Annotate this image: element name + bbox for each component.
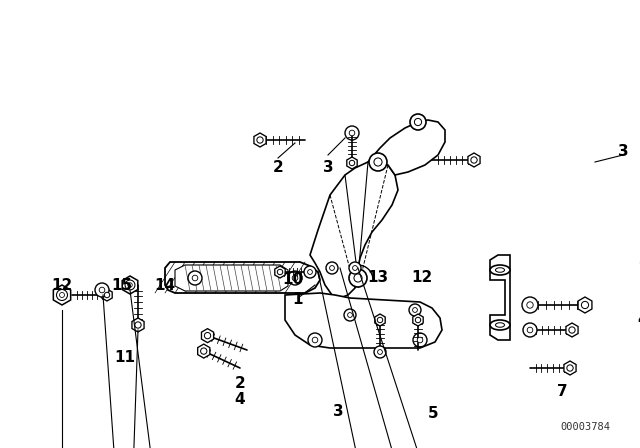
Circle shape [374, 346, 386, 358]
Ellipse shape [369, 153, 387, 171]
Polygon shape [53, 285, 70, 305]
Polygon shape [310, 162, 398, 298]
Circle shape [471, 157, 477, 163]
Text: 14: 14 [154, 277, 175, 293]
Circle shape [415, 317, 420, 323]
Text: 1: 1 [292, 293, 303, 307]
Circle shape [135, 322, 141, 328]
Circle shape [522, 297, 538, 313]
Polygon shape [254, 133, 266, 147]
Circle shape [378, 317, 383, 323]
Circle shape [413, 308, 417, 312]
Polygon shape [132, 318, 144, 332]
Circle shape [330, 266, 334, 271]
Circle shape [308, 333, 322, 347]
Ellipse shape [415, 118, 422, 125]
Polygon shape [468, 153, 480, 167]
Circle shape [56, 289, 67, 301]
Text: 2: 2 [273, 159, 284, 175]
Text: 3: 3 [333, 405, 343, 419]
Polygon shape [375, 314, 385, 326]
Ellipse shape [495, 268, 504, 272]
Polygon shape [285, 293, 442, 348]
Circle shape [349, 160, 355, 166]
Circle shape [409, 304, 421, 316]
Circle shape [128, 283, 132, 287]
Text: 5: 5 [428, 405, 438, 421]
Text: 4: 4 [637, 313, 640, 327]
Polygon shape [578, 297, 592, 313]
Circle shape [292, 275, 298, 281]
Circle shape [569, 327, 575, 333]
Ellipse shape [374, 158, 382, 166]
Polygon shape [566, 323, 578, 337]
Polygon shape [413, 314, 423, 326]
Ellipse shape [490, 265, 510, 275]
Text: 3: 3 [323, 159, 333, 175]
Polygon shape [202, 329, 214, 343]
Circle shape [349, 262, 361, 274]
Polygon shape [564, 361, 576, 375]
Circle shape [567, 365, 573, 371]
Polygon shape [175, 265, 288, 291]
Circle shape [417, 337, 423, 343]
Circle shape [523, 323, 537, 337]
Polygon shape [198, 344, 210, 358]
Polygon shape [490, 255, 510, 340]
Circle shape [304, 266, 316, 278]
Circle shape [349, 130, 355, 136]
Circle shape [413, 333, 427, 347]
Text: 2: 2 [235, 375, 245, 391]
Ellipse shape [495, 323, 504, 327]
Circle shape [345, 126, 359, 140]
Text: 00003784: 00003784 [560, 422, 610, 432]
Ellipse shape [490, 320, 510, 330]
Text: 11: 11 [115, 350, 136, 366]
Circle shape [192, 275, 198, 281]
Circle shape [99, 287, 105, 293]
Text: 15: 15 [111, 277, 132, 293]
Circle shape [344, 309, 356, 321]
Circle shape [125, 280, 135, 290]
Text: 3: 3 [618, 145, 628, 159]
Text: 13: 13 [367, 271, 388, 285]
Polygon shape [368, 120, 445, 175]
Circle shape [527, 302, 533, 308]
Circle shape [200, 348, 207, 354]
Circle shape [204, 332, 211, 339]
Circle shape [257, 137, 263, 143]
Circle shape [312, 337, 318, 343]
Polygon shape [165, 262, 320, 293]
Polygon shape [275, 266, 285, 278]
Circle shape [308, 270, 312, 274]
Text: 12: 12 [51, 277, 72, 293]
Ellipse shape [349, 269, 367, 287]
Circle shape [326, 262, 338, 274]
Circle shape [277, 269, 283, 275]
Polygon shape [122, 276, 138, 294]
Circle shape [104, 292, 109, 298]
Ellipse shape [410, 114, 426, 130]
Text: 10: 10 [282, 272, 303, 288]
Polygon shape [102, 289, 112, 301]
Circle shape [60, 293, 65, 297]
Polygon shape [347, 157, 357, 169]
Circle shape [527, 327, 532, 333]
Text: 12: 12 [412, 271, 433, 285]
Circle shape [581, 302, 589, 309]
Text: 8: 8 [637, 254, 640, 270]
Circle shape [188, 271, 202, 285]
Circle shape [95, 283, 109, 297]
Circle shape [348, 313, 353, 317]
Circle shape [288, 271, 302, 285]
Text: 7: 7 [557, 384, 567, 400]
Text: 4: 4 [235, 392, 245, 408]
Circle shape [378, 349, 383, 354]
Ellipse shape [354, 274, 362, 282]
Circle shape [353, 266, 357, 271]
